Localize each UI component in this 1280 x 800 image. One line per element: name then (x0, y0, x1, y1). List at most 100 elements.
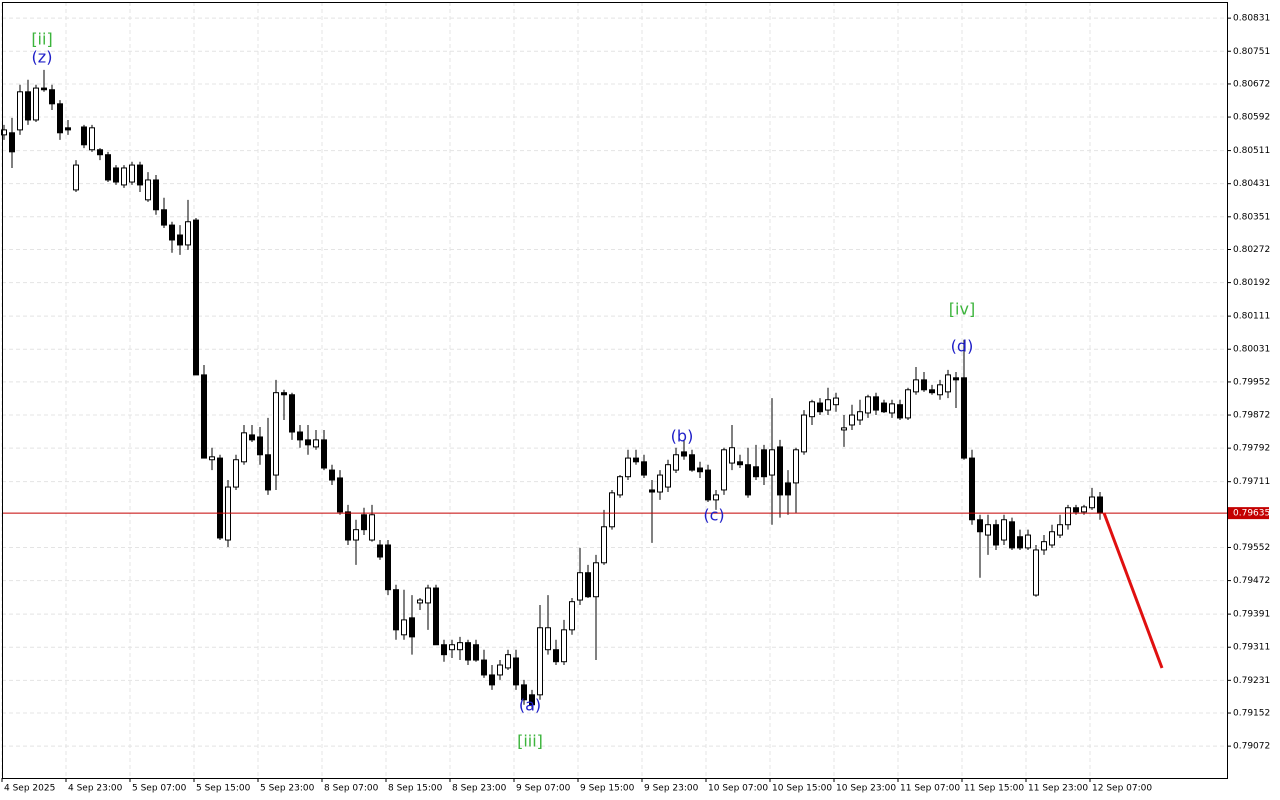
candle-body (185, 221, 191, 246)
candle-body (769, 449, 775, 476)
candle-body (73, 164, 79, 191)
candle-body (1097, 496, 1103, 514)
candle-body (465, 642, 471, 661)
y-tick-label: 0.80111 (1233, 312, 1270, 322)
x-tick-label: 8 Sep 07:00 (324, 784, 379, 794)
candle-body (241, 432, 247, 463)
wave-label: [iii] (517, 732, 543, 751)
candle-body (1089, 496, 1095, 509)
y-tick-label: 0.80592 (1233, 113, 1270, 123)
candle-body (433, 587, 439, 646)
candle-body (569, 601, 575, 631)
y-tick-label: 0.79311 (1233, 643, 1270, 653)
candle-body (97, 149, 103, 156)
candle-body (841, 427, 847, 431)
candle-body (745, 464, 751, 496)
candle-body (905, 389, 911, 419)
wave-label: (a) (519, 696, 541, 715)
current-price-box (1228, 507, 1269, 520)
candle-body (985, 524, 991, 536)
candle-body (753, 466, 759, 478)
candle-body (161, 209, 167, 226)
candle-body (857, 411, 863, 421)
candle-body (737, 461, 743, 466)
candle-body (993, 524, 999, 546)
y-tick-label: 0.79472 (1233, 576, 1270, 586)
candle-body (689, 454, 695, 471)
candle-body (969, 457, 975, 521)
candle-body (505, 654, 511, 669)
candle-body (137, 164, 143, 186)
candle-body (273, 392, 279, 476)
candle-body (881, 402, 887, 413)
candle-body (169, 224, 175, 241)
x-tick-label: 4 Sep 23:00 (68, 784, 123, 794)
candle-body (401, 619, 407, 636)
candle-body (913, 379, 919, 393)
wave-label: (z) (32, 48, 53, 67)
y-tick-label: 0.79952 (1233, 377, 1270, 387)
y-tick-label: 0.80272 (1233, 245, 1270, 255)
candle-body (793, 449, 799, 484)
candle-body (825, 399, 831, 411)
candle-body (49, 89, 55, 105)
x-tick-label: 5 Sep 15:00 (196, 784, 251, 794)
y-tick-label: 0.80831 (1233, 14, 1270, 24)
wave-label: [iv] (949, 300, 975, 319)
candle-body (353, 529, 359, 541)
candle-body (233, 459, 239, 488)
candle-body (489, 674, 495, 686)
x-tick-label: 9 Sep 07:00 (516, 784, 571, 794)
plot-frame (2, 2, 1228, 779)
candle-body (393, 589, 399, 631)
candle-body (561, 629, 567, 663)
x-tick-label: 11 Sep 23:00 (1028, 784, 1088, 794)
candle-body (329, 469, 335, 481)
x-tick-label: 5 Sep 23:00 (260, 784, 315, 794)
y-tick-label: 0.79231 (1233, 676, 1270, 686)
candle-body (849, 414, 855, 426)
candle-body (1009, 521, 1015, 549)
candle-body (265, 454, 271, 491)
candle-body (153, 179, 159, 211)
candle-body (65, 127, 71, 131)
candle-body (481, 659, 487, 676)
candle-body (529, 694, 535, 706)
x-tick-label: 9 Sep 15:00 (580, 784, 635, 794)
candle-body (545, 627, 551, 651)
candle-body (201, 374, 207, 459)
x-tick-label: 4 Sep 2025 (4, 784, 55, 794)
y-tick-label: 0.79711 (1233, 477, 1270, 487)
candle-body (121, 167, 127, 186)
y-tick-label: 0.80751 (1233, 47, 1270, 57)
candle-body (313, 439, 319, 448)
candle-body (865, 396, 871, 414)
candle-body (409, 617, 415, 638)
candle-body (577, 572, 583, 601)
candle-body (705, 469, 711, 501)
candle-body (1065, 507, 1071, 526)
candle-body (257, 436, 263, 456)
candle-body (945, 374, 951, 393)
y-tick-label: 0.79152 (1233, 709, 1270, 719)
candle-body (633, 457, 639, 463)
candle-body (713, 494, 719, 501)
candle-body (17, 91, 23, 131)
candles (1, 69, 1227, 708)
candle-body (57, 103, 63, 134)
candle-body (217, 457, 223, 539)
candle-body (809, 401, 815, 418)
candle-body (609, 492, 615, 528)
candle-body (601, 526, 607, 564)
y-tick-label: 0.80511 (1233, 146, 1270, 156)
candle-body (321, 439, 327, 469)
candle-body (873, 396, 879, 411)
candle-body (345, 511, 351, 541)
candle-body (889, 403, 895, 414)
candle-body (1057, 524, 1063, 536)
y-tick-label: 0.79552 (1233, 543, 1270, 553)
candle-body (89, 127, 95, 151)
